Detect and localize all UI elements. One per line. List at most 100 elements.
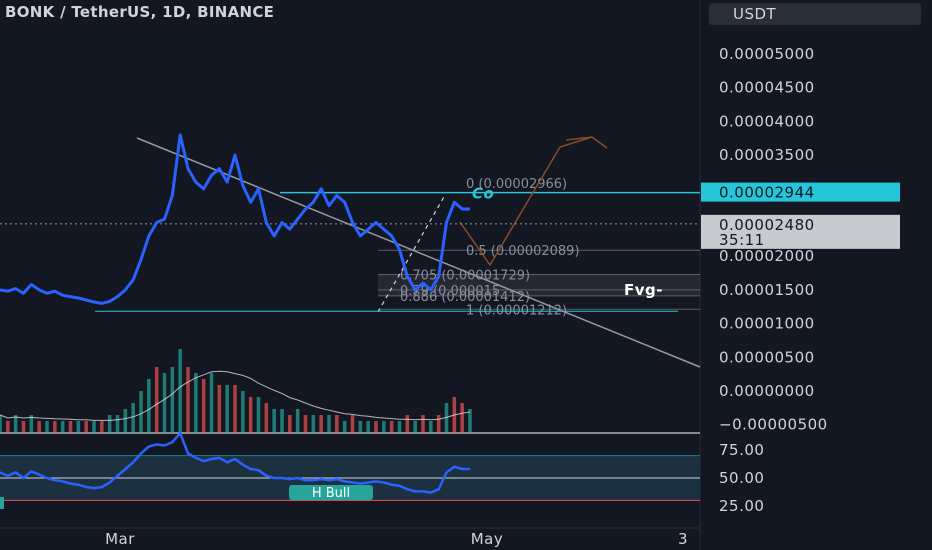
volume-bar <box>436 415 441 433</box>
volume-bar <box>303 415 308 433</box>
projection-path <box>459 146 561 267</box>
volume-bar <box>100 421 104 433</box>
fib-zone <box>378 274 700 296</box>
volume-bar <box>374 421 378 433</box>
currency-label: USDT <box>733 5 777 23</box>
volume-bar <box>21 421 26 433</box>
volume-bar <box>115 415 120 433</box>
volume-bar <box>225 385 229 433</box>
volume-bar <box>92 421 96 433</box>
fvg-label: Fvg- <box>624 281 663 299</box>
volume-bar <box>123 409 128 433</box>
price-tick-label: 0.00000500 <box>719 348 815 366</box>
volume-bar <box>139 391 143 433</box>
time-tick-label: May <box>471 530 504 548</box>
price-tick-label: 0.00001000 <box>719 315 815 333</box>
price-tick-label: 0.00005000 <box>719 45 815 63</box>
countdown-label: 35:11 <box>719 231 765 249</box>
rsi-tick-label: 50.00 <box>719 469 764 487</box>
edge-badge <box>0 497 4 509</box>
volume-bar <box>186 367 190 433</box>
volume-bar <box>6 421 10 433</box>
volume-bar <box>311 415 316 433</box>
price-tick-label: 0.00001500 <box>719 281 815 299</box>
volume-bar <box>233 385 237 433</box>
fib-diagonal <box>377 194 446 313</box>
volume-bar <box>382 421 386 433</box>
volume-bar <box>209 373 214 433</box>
volume-bar <box>413 421 417 433</box>
volume-bar <box>84 421 88 433</box>
volume-bar <box>421 415 425 433</box>
fib-level-label: 0 (0.00002966) <box>466 177 567 192</box>
volume-bar <box>68 421 73 433</box>
volume-bar <box>201 379 206 433</box>
price-tick-label: 0.00004000 <box>719 112 815 130</box>
volume-bar <box>335 415 339 433</box>
fib-level-label: 0.5 (0.00002089) <box>466 244 580 259</box>
volume-bar <box>366 421 370 433</box>
volume-bar <box>194 373 198 433</box>
volume-bar <box>13 415 18 433</box>
volume-bar <box>460 403 464 433</box>
volume-bar <box>241 391 245 433</box>
volume-bar <box>468 409 472 433</box>
volume-bar <box>217 385 222 433</box>
fib-retracement[interactable]: 0 (0.00002966) 0.5 (0.00002089) 0.705 (0.0… <box>377 177 700 318</box>
volume-bars <box>0 349 472 433</box>
rsi-tick-label: 25.00 <box>719 497 764 515</box>
volume-bar <box>429 421 433 433</box>
time-tick-label: Mar <box>105 530 135 548</box>
price-tick-label: 0.00004500 <box>719 79 815 97</box>
price-axis-labels: 0.00005000 0.00004500 0.00004000 0.00003500… <box>701 45 900 515</box>
current-price-label: 0.00002480 <box>719 216 815 234</box>
volume-bar <box>76 421 81 433</box>
volume-bar <box>319 415 323 433</box>
volume-bar <box>0 415 2 433</box>
fib-level-label: 0.705 (0.00001729) <box>400 268 530 283</box>
time-tick-label: 3 <box>678 530 688 548</box>
rsi-pane: H Bull <box>0 431 700 509</box>
volume-bar <box>45 421 49 433</box>
price-axis-panel <box>700 0 932 550</box>
price-tick-label: 0.00003500 <box>719 146 815 164</box>
price-tick-label: −0.00000500 <box>719 416 828 434</box>
volume-bar <box>162 373 167 433</box>
time-axis-labels: Mar May 3 <box>105 530 688 548</box>
price-series <box>0 133 700 305</box>
volume-bar <box>256 397 261 433</box>
volume-bar <box>272 409 276 433</box>
volume-bar <box>53 421 57 433</box>
rsi-line <box>0 431 470 494</box>
volume-bar <box>178 349 182 433</box>
volume-bar <box>327 415 331 433</box>
volume-bar <box>29 415 34 433</box>
volume-bar <box>358 421 363 433</box>
current-price-tag <box>701 214 900 249</box>
currency-chip[interactable] <box>709 3 921 25</box>
level-price-label: 0.00002944 <box>719 184 815 202</box>
volume-bar <box>350 415 355 433</box>
projection-arrow-shaft <box>559 136 593 148</box>
volume-bar <box>342 421 347 433</box>
volume-bar <box>147 379 151 433</box>
volume-bar <box>37 421 41 433</box>
volume-bar <box>288 415 292 433</box>
volume-bar <box>280 409 284 433</box>
level-price-tag <box>701 182 900 202</box>
volume-bar <box>60 421 65 433</box>
chart-title: BONK / TetherUS, 1D, BINANCE <box>5 3 274 21</box>
rsi-tick-label: 75.00 <box>719 441 764 459</box>
fib-level-label: 0.79 (0.000015 <box>400 284 500 299</box>
price-line <box>0 133 470 305</box>
volume-bar <box>248 397 253 433</box>
price-tick-label: 0.00000000 <box>719 382 815 400</box>
volume-bar <box>131 403 135 433</box>
volume-bar <box>389 421 394 433</box>
price-tick-label: 0.00002000 <box>719 247 815 265</box>
volume-bar <box>264 403 269 433</box>
volume-bar <box>397 421 402 433</box>
h-bull-label: H Bull <box>312 486 350 501</box>
drawings[interactable]: Co Fvg- <box>95 136 701 368</box>
